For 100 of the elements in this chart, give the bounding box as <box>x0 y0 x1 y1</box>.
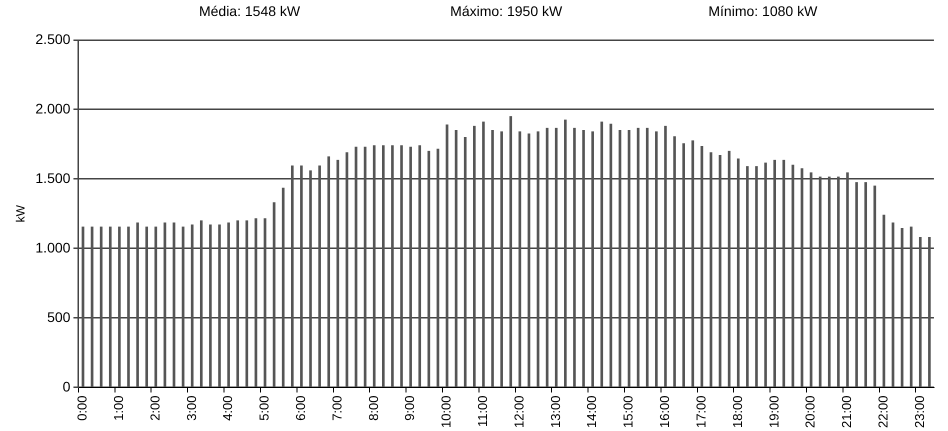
bar <box>828 176 831 388</box>
bar <box>190 224 194 388</box>
bar <box>245 220 248 388</box>
bar <box>236 220 240 388</box>
x-tick-label: 17:00 <box>693 395 708 428</box>
bar <box>300 165 303 388</box>
bar <box>200 220 203 388</box>
bar <box>418 145 422 388</box>
text: Média: 1548 kW <box>198 2 301 19</box>
bar <box>582 130 585 388</box>
bar <box>327 156 330 388</box>
bar <box>446 124 448 388</box>
x-tick-label: 20:00 <box>802 395 818 428</box>
y-tick-label: 0 <box>62 378 71 394</box>
bar <box>782 160 786 388</box>
bar <box>509 116 512 388</box>
bar <box>364 146 366 388</box>
bar <box>318 165 321 388</box>
bar <box>136 222 139 388</box>
bar <box>254 218 258 388</box>
x-tick-label: 7:00 <box>329 395 344 421</box>
bar <box>227 222 230 388</box>
bar <box>564 120 567 388</box>
bar <box>290 165 294 388</box>
bar <box>628 130 630 388</box>
bar <box>154 226 158 388</box>
x-tick-label: 11:00 <box>475 395 490 428</box>
bar <box>264 218 266 388</box>
bar <box>536 131 540 388</box>
x-tick-label: 10:00 <box>438 395 454 428</box>
bar <box>454 130 458 388</box>
bar <box>710 152 712 388</box>
bar <box>918 237 922 388</box>
bar <box>837 176 840 388</box>
bar <box>864 182 868 388</box>
bar <box>892 222 894 388</box>
x-tick-label: 22:00 <box>875 395 890 428</box>
bar <box>382 145 385 388</box>
bar <box>118 226 121 388</box>
bar <box>800 168 804 388</box>
x-tick-label: 6:00 <box>292 395 308 421</box>
x-tick-label: 3:00 <box>184 395 199 421</box>
bar <box>491 130 494 388</box>
bar <box>90 226 94 388</box>
bar <box>528 133 530 388</box>
bar <box>346 152 348 388</box>
bar <box>428 150 430 388</box>
bar <box>482 122 485 388</box>
bar <box>736 158 740 388</box>
bar <box>500 131 503 388</box>
bar <box>718 155 722 388</box>
bar <box>100 226 103 388</box>
x-tick-label: 9:00 <box>402 395 418 421</box>
bar <box>600 122 604 388</box>
bar <box>646 128 649 388</box>
bar <box>473 126 476 388</box>
text: Mínimo: 1080 kW <box>708 2 818 19</box>
bar <box>145 226 148 388</box>
bar <box>846 172 849 388</box>
x-tick-label: 14:00 <box>584 395 600 428</box>
bar <box>682 143 685 388</box>
bar <box>910 226 913 388</box>
bar <box>372 145 376 388</box>
bar <box>282 188 285 388</box>
bar <box>882 214 886 388</box>
x-tick-label: 13:00 <box>548 395 563 428</box>
bar <box>746 166 749 388</box>
bar <box>773 160 776 388</box>
bar <box>546 128 548 388</box>
bar <box>792 164 794 388</box>
y-tick-label: 1.000 <box>35 239 71 256</box>
x-tick-label: 19:00 <box>766 395 782 428</box>
x-tick-label: 16:00 <box>657 395 672 428</box>
bar <box>82 226 84 388</box>
y-tick-label: 2.000 <box>35 100 71 116</box>
bar <box>636 128 640 388</box>
bar <box>591 131 594 388</box>
y-tick-label: 500 <box>47 308 71 325</box>
bar <box>664 126 667 388</box>
x-tick-label: 18:00 <box>730 395 745 428</box>
bar <box>691 140 694 388</box>
bar <box>764 162 767 388</box>
x-tick-label: 1:00 <box>110 395 126 421</box>
x-tick-label: 23:00 <box>912 395 927 428</box>
x-tick-label: 5:00 <box>256 395 272 421</box>
bar <box>655 131 658 388</box>
text: Máximo: 1950 kW <box>450 2 563 19</box>
bar <box>573 128 576 388</box>
x-tick-label: 8:00 <box>366 395 381 421</box>
bar <box>336 160 340 388</box>
x-tick-label: 2:00 <box>147 395 162 421</box>
bar <box>272 202 276 388</box>
x-tick-label: 12:00 <box>511 395 526 428</box>
x-tick-label: 15:00 <box>620 395 636 428</box>
x-tick-label: 0:00 <box>74 395 90 421</box>
bar <box>354 146 358 388</box>
bar <box>172 222 176 388</box>
bar <box>673 136 676 388</box>
bar <box>728 150 731 388</box>
bar <box>518 131 522 388</box>
